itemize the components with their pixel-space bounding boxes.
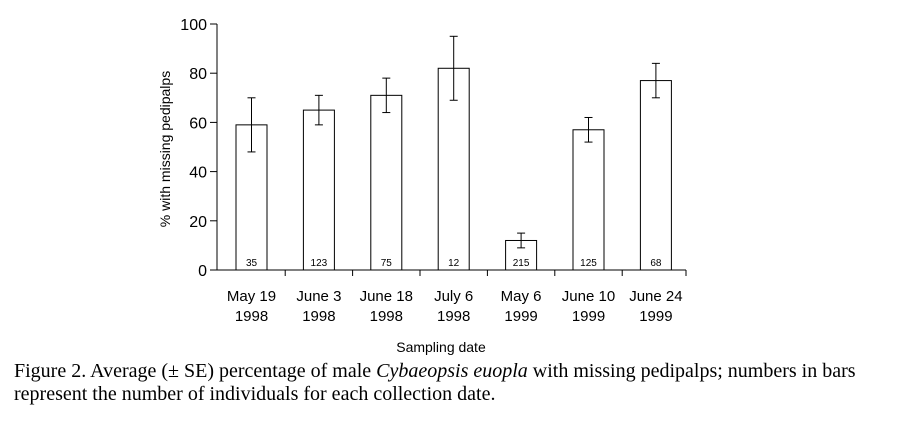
- bar-count-label: 125: [580, 258, 597, 269]
- x-category-label: May 6: [501, 288, 542, 305]
- x-category-year: 1998: [235, 308, 268, 325]
- bar-count-label: 215: [513, 258, 530, 269]
- x-category-label: June 18: [360, 288, 413, 305]
- x-category-year: 1999: [572, 308, 605, 325]
- x-category-year: 1998: [437, 308, 470, 325]
- bar-count-label: 12: [448, 258, 460, 269]
- y-axis: 0 20 40 60 80 100: [180, 17, 218, 280]
- bar-count-label: 123: [311, 258, 328, 269]
- caption-prefix: Figure 2. Average (± SE) percentage of m…: [14, 360, 377, 382]
- caption-species: Cybaeopsis euopla: [376, 360, 528, 382]
- bar: [639, 80, 672, 271]
- x-axis: [217, 269, 687, 276]
- bar: [437, 67, 470, 271]
- y-tick-label: 60: [189, 115, 207, 132]
- bar: [572, 129, 605, 271]
- bar: [302, 109, 335, 271]
- x-category-year: 1999: [639, 308, 672, 325]
- figure-caption: Figure 2. Average (± SE) percentage of m…: [14, 360, 904, 406]
- x-category-year: 1998: [302, 308, 335, 325]
- x-category-label: July 6: [434, 288, 473, 305]
- y-tick-label: 40: [189, 165, 207, 182]
- y-tick-label: 0: [198, 263, 207, 280]
- x-category-label: June 3: [296, 288, 341, 305]
- x-category-label: June 10: [562, 288, 615, 305]
- y-tick-label: 100: [180, 17, 207, 34]
- caption-suffix: with missing pedipalps; numbers in bars …: [14, 360, 856, 405]
- x-axis-title: Sampling date: [396, 339, 486, 355]
- x-category-year: 1999: [504, 308, 537, 325]
- y-tick-label: 20: [189, 214, 207, 231]
- y-axis-title: % with missing pedipalps: [157, 71, 173, 227]
- x-category-year: 1998: [370, 308, 403, 325]
- x-category-label: May 19: [227, 288, 276, 305]
- bars: 35 May 19 1998 123 June 3 1998 75 June 18 1998 12…: [227, 35, 683, 325]
- bar: [370, 94, 403, 271]
- bar-chart: 0 20 40 60 80 100 35 May 19 1998 123 June 3 1998 75…: [157, 17, 687, 355]
- bar-count-label: 75: [381, 258, 393, 269]
- bar-count-label: 68: [650, 258, 662, 269]
- x-category-label: June 24: [629, 288, 682, 305]
- y-tick-label: 80: [189, 66, 207, 83]
- bar-count-label: 35: [246, 258, 258, 269]
